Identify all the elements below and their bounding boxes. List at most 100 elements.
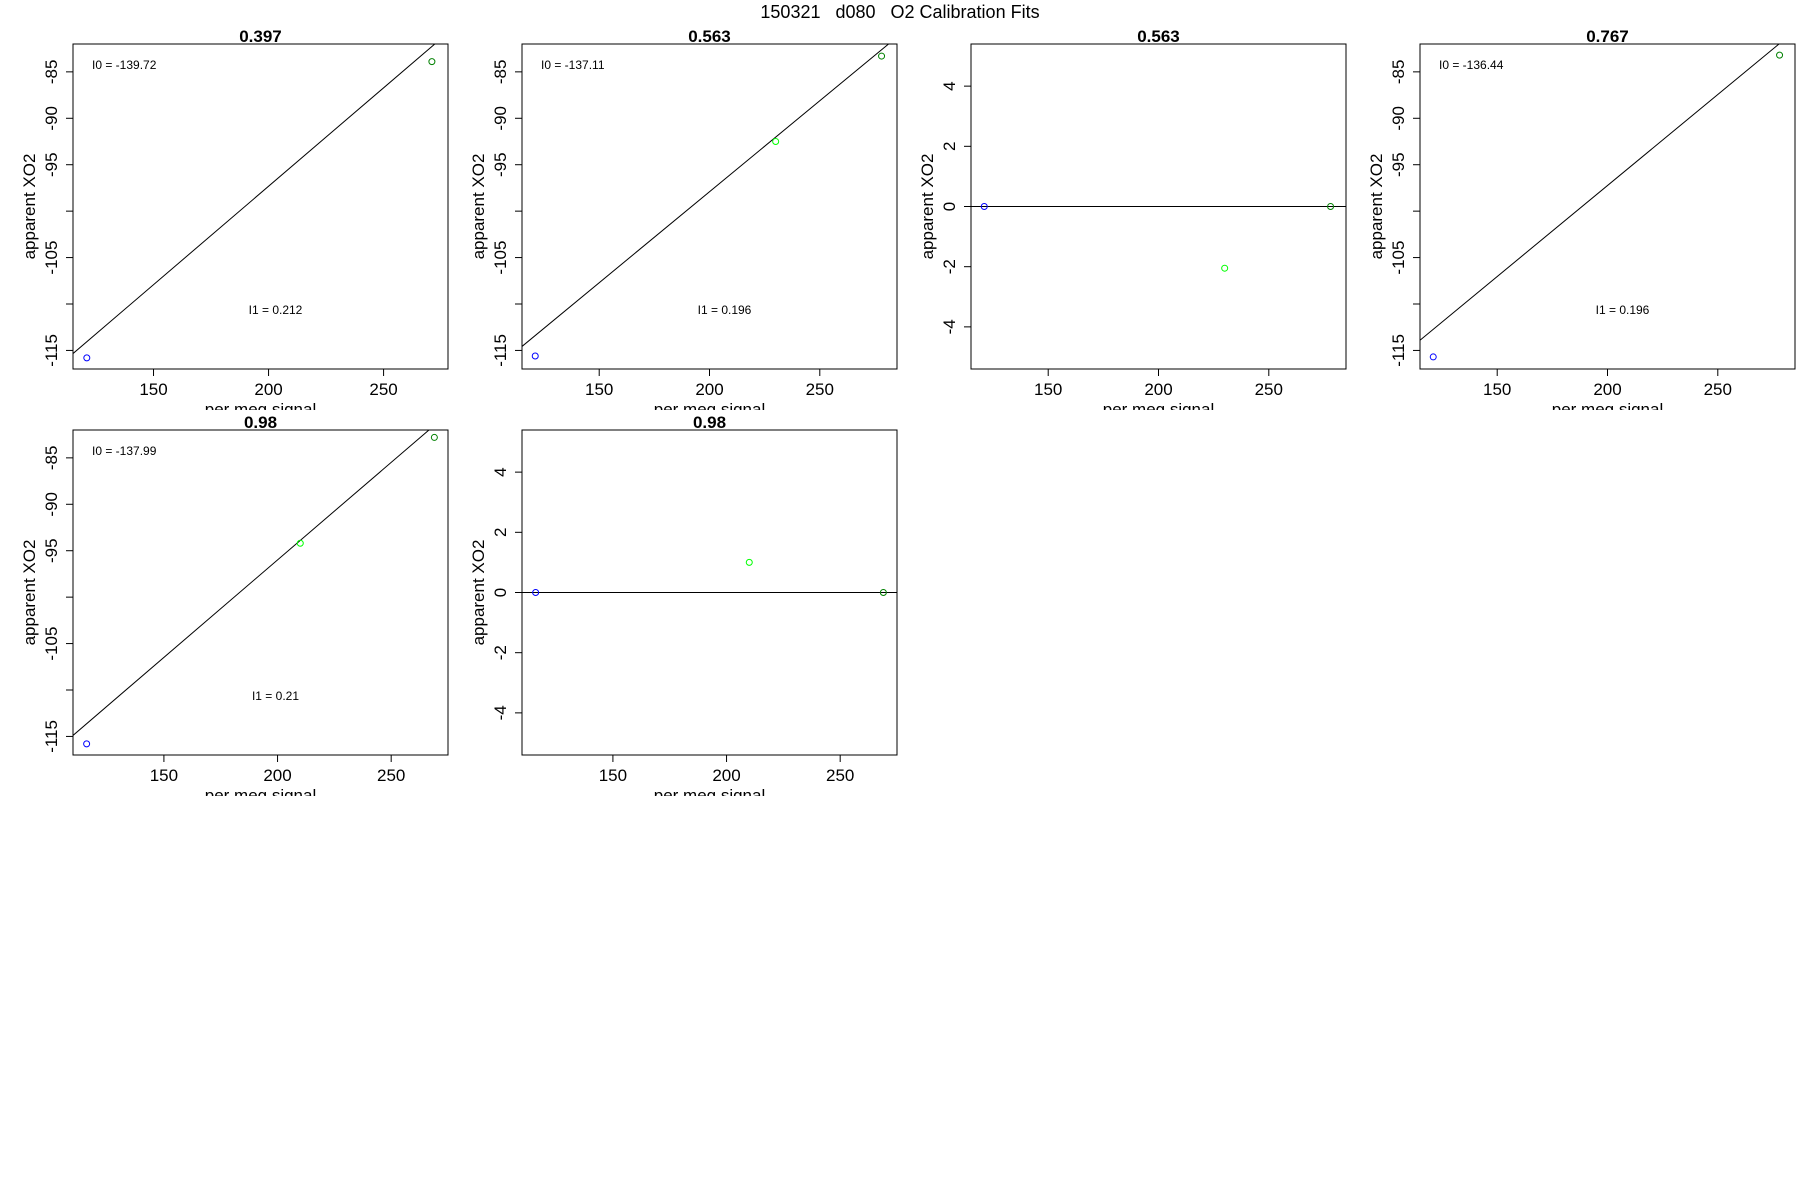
data-point — [745, 558, 753, 566]
y-tick-label: 2 — [491, 528, 510, 537]
x-tick-label: 200 — [254, 380, 282, 399]
fit-line — [73, 44, 436, 355]
slope-annotation: I1 = 0.212 — [249, 303, 303, 317]
plot-frame — [1419, 43, 1796, 370]
data-point — [428, 58, 436, 66]
x-tick-label: 250 — [1704, 380, 1732, 399]
panel-1: 0.397 150 200 250 -85 -90 -95 -105 -115 per meg s… — [20, 27, 449, 419]
x-tick-label: 200 — [695, 380, 723, 399]
slope-annotation: I1 = 0.196 — [698, 303, 752, 317]
x-tick-label: 200 — [1593, 380, 1621, 399]
y-tick-label: -90 — [42, 106, 61, 131]
intercept-annotation: I0 = -137.11 — [541, 58, 605, 72]
y-axis-label: apparent XO2 — [469, 540, 488, 646]
x-axis-label: per meg signal — [205, 786, 317, 805]
x-tick-label: 150 — [150, 766, 178, 785]
panel-4: 0.767 150 200 250 -85 -90 -95 -105 -115 per meg s… — [1367, 27, 1796, 410]
fit-line — [1420, 44, 1780, 341]
data-point — [1327, 203, 1335, 210]
x-tick-label: 150 — [1034, 380, 1062, 399]
data-point — [1776, 51, 1784, 59]
data-point — [878, 52, 886, 60]
x-axis-label: per meg signal — [205, 400, 317, 419]
data-point — [879, 589, 887, 596]
y-tick-label: -95 — [42, 152, 61, 177]
data-point — [532, 589, 540, 596]
fit-line — [73, 430, 430, 737]
panel-title: 0.563 — [1137, 27, 1180, 46]
x-tick-label: 250 — [377, 766, 405, 785]
x-tick-label: 250 — [369, 380, 397, 399]
y-tick-label: -105 — [42, 241, 61, 275]
panel-title: 0.563 — [688, 27, 731, 46]
y-tick-label: -85 — [42, 60, 61, 85]
panel-6: 0.98 150 200 250 4 2 0 -2 -4 per meg signal appare… — [469, 413, 898, 805]
plot-frame — [72, 429, 449, 756]
data-point — [83, 354, 91, 362]
y-tick-label: -115 — [42, 720, 61, 753]
x-tick-label: 150 — [585, 380, 613, 399]
y-axis-label: apparent XO2 — [20, 154, 39, 260]
x-axis-label: per meg signal — [1103, 400, 1215, 419]
y-tick-label: -115 — [42, 334, 61, 367]
x-tick-label: 150 — [599, 766, 627, 785]
data-point — [296, 539, 304, 547]
x-tick-label: 250 — [826, 766, 854, 785]
y-tick-label: -95 — [42, 538, 61, 563]
y-tick-label: -85 — [491, 60, 510, 85]
y-tick-label: 4 — [491, 467, 510, 476]
fit-line — [522, 44, 890, 348]
y-tick-label: -4 — [940, 319, 959, 334]
y-tick-label: -90 — [42, 492, 61, 517]
y-tick-label: -4 — [491, 705, 510, 720]
y-tick-label: -95 — [491, 152, 510, 177]
data-point — [83, 740, 91, 748]
y-axis-label: apparent XO2 — [918, 154, 937, 260]
plot-frame — [72, 43, 449, 370]
y-tick-label: -105 — [491, 241, 510, 275]
y-axis-label: apparent XO2 — [1367, 154, 1386, 260]
y-tick-label: -2 — [940, 259, 959, 274]
y-tick-label: -85 — [1389, 60, 1408, 85]
panel-2: 0.563 150 200 250 -85 -90 -95 -105 -115 per meg s… — [469, 27, 898, 410]
y-tick-label: 0 — [491, 588, 510, 597]
panel-3: 0.563 150 200 250 4 2 0 -2 -4 per meg signal appar… — [918, 27, 1347, 419]
y-axis-label: apparent XO2 — [469, 154, 488, 260]
y-tick-label: -105 — [1389, 241, 1408, 275]
intercept-annotation: I0 = -137.99 — [92, 444, 157, 458]
y-tick-label: -90 — [491, 106, 510, 131]
y-tick-label: -115 — [1389, 334, 1408, 367]
panel-title: 0.98 — [244, 413, 277, 432]
x-tick-label: 150 — [139, 380, 167, 399]
data-point — [430, 433, 438, 441]
y-tick-label: -115 — [491, 334, 510, 367]
panel-title: 0.397 — [239, 27, 282, 46]
panel-title: 0.98 — [693, 413, 726, 432]
page-title: 150321 d080 O2 Calibration Fits — [760, 2, 1040, 22]
x-tick-label: 200 — [712, 766, 740, 785]
x-tick-label: 250 — [1255, 380, 1283, 399]
y-tick-label: 2 — [940, 142, 959, 151]
panel-5: 0.98 150 200 250 -85 -90 -95 -105 -115 per meg si… — [20, 413, 449, 805]
data-point — [1429, 353, 1437, 361]
panel-title: 0.767 — [1586, 27, 1629, 46]
x-axis-label: per meg signal — [654, 786, 766, 805]
y-tick-label: -105 — [42, 627, 61, 661]
data-point — [531, 352, 539, 360]
x-tick-label: 200 — [263, 766, 291, 785]
slope-annotation: I1 = 0.196 — [1596, 303, 1650, 317]
intercept-annotation: I0 = -136.44 — [1439, 58, 1504, 72]
intercept-annotation: I0 = -139.72 — [92, 58, 157, 72]
x-tick-label: 200 — [1144, 380, 1172, 399]
y-axis-label: apparent XO2 — [20, 540, 39, 646]
data-point — [980, 203, 988, 210]
data-point — [772, 138, 780, 145]
data-point — [1221, 264, 1229, 272]
x-tick-label: 250 — [806, 380, 834, 399]
x-tick-label: 150 — [1483, 380, 1511, 399]
y-tick-label: -90 — [1389, 106, 1408, 131]
y-tick-label: -2 — [491, 645, 510, 660]
y-tick-label: -85 — [42, 446, 61, 471]
y-tick-label: -95 — [1389, 152, 1408, 177]
